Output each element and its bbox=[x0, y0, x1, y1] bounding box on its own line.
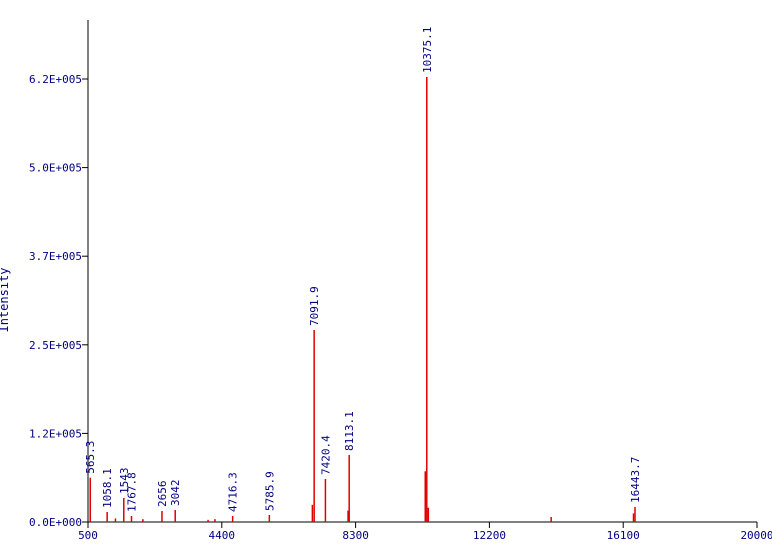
x-tick-label: 8300 bbox=[342, 529, 369, 542]
peak-label: 5785.9 bbox=[263, 471, 276, 511]
y-tick-label: 6.2E+005 bbox=[29, 73, 82, 86]
peak-label: 7091.9 bbox=[308, 286, 321, 326]
peak-label: 565.3 bbox=[84, 441, 97, 474]
y-tick-label: 1.2E+005 bbox=[29, 427, 82, 440]
y-tick-label: 3.7E+005 bbox=[29, 250, 82, 263]
x-tick-label: 20000 bbox=[740, 529, 772, 542]
peak-label: 4716.3 bbox=[227, 472, 240, 512]
y-tick-label: 0.0E+000 bbox=[29, 516, 82, 529]
y-axis-title: Intensity bbox=[0, 267, 11, 332]
y-tick-label: 2.5E+005 bbox=[29, 339, 82, 352]
peak-label: 1543 bbox=[118, 467, 131, 494]
peak-label: 7420.4 bbox=[319, 435, 332, 475]
peak-label: 1058.1 bbox=[101, 468, 114, 508]
x-tick-label: 12200 bbox=[473, 529, 506, 542]
x-tick-label: 4400 bbox=[209, 529, 236, 542]
peak-label: 16443.7 bbox=[629, 457, 642, 503]
peak-label: 1767.8 bbox=[125, 472, 138, 512]
peak-label: 10375.1 bbox=[421, 27, 434, 73]
x-tick-label: 500 bbox=[78, 529, 98, 542]
peak-label: 2656 bbox=[156, 480, 169, 507]
peak-label: 3042 bbox=[169, 479, 182, 506]
peak-label: 8113.1 bbox=[343, 411, 356, 451]
y-tick-label: 5.0E+005 bbox=[29, 162, 82, 175]
x-tick-label: 16100 bbox=[607, 529, 640, 542]
